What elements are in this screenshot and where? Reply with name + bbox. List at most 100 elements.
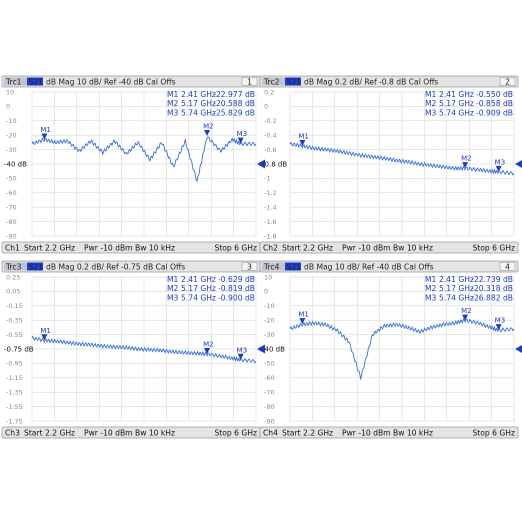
if-bandwidth: Bw 10 kHz [393, 429, 433, 438]
y-tick-label: -50 [6, 175, 17, 183]
trace-badge[interactable] [4, 262, 30, 271]
sparam-badge-label: S21 [29, 262, 44, 271]
marker-triangle[interactable] [462, 162, 469, 169]
ref-level-arrow[interactable] [515, 160, 522, 169]
y-tick-label: -0.6 [264, 146, 277, 154]
marker-readout-value: -26.882 dB [471, 293, 513, 302]
marker-readout-name: M1 [167, 275, 179, 284]
y-tick-label: 0 [264, 288, 268, 296]
marker-triangle[interactable] [495, 324, 502, 331]
marker-triangle[interactable] [204, 130, 211, 137]
y-tick-label: -20 [6, 132, 17, 140]
trace-badge[interactable] [4, 77, 30, 86]
y-tick-label: 10 [6, 88, 14, 96]
marker-triangle[interactable] [41, 334, 48, 341]
marker-triangle[interactable] [462, 314, 469, 321]
y-tick-label: -70 [6, 204, 17, 212]
trace-panel-2[interactable]: Trc2 S21 dB Mag 0.2 dB/ Ref -0.8 dB Cal Of… [259, 75, 522, 254]
marker-readout-value: -22.977 dB [213, 90, 255, 99]
channel-badge: Ch4 [263, 429, 278, 438]
if-bandwidth: Bw 10 kHz [135, 244, 175, 253]
y-tick-label: -20 [264, 317, 275, 325]
marker-readout-name: M3 [167, 293, 179, 302]
marker-triangle[interactable] [299, 140, 306, 146]
trace-panel-4[interactable]: Trc4 S21 dB Mag 10 dB/ Ref -40 dB Cal Offs… [259, 260, 522, 439]
trace-badge[interactable] [262, 77, 288, 86]
y-tick-label: 0.2 [264, 88, 274, 96]
marker-triangle[interactable] [237, 137, 244, 144]
channel-footer [259, 426, 519, 439]
marker-readout-value: -20.588 dB [213, 99, 255, 108]
window-number-box[interactable] [241, 262, 258, 271]
trace-badge[interactable] [262, 262, 288, 271]
source-power: Pwr -10 dBm [84, 244, 133, 253]
marker-readout-name: M3 [425, 293, 437, 302]
marker-readout-value: -25.829 dB [213, 108, 255, 117]
window-number: 3 [247, 262, 252, 271]
sparam-badge[interactable] [285, 77, 301, 86]
ref-level-arrow[interactable] [515, 345, 522, 354]
y-tick-label: -0.55 [6, 331, 23, 339]
ref-level-arrow[interactable] [257, 344, 265, 354]
trace-line [289, 317, 515, 380]
channel-badge: Ch2 [263, 244, 278, 253]
y-tick-label: 10 [264, 273, 272, 281]
marker-readout-freq: 2.41 GHz [439, 90, 474, 99]
trace-line [289, 141, 515, 176]
y-tick-label: -1.4 [264, 204, 277, 212]
trace-format-label: dB Mag 0.2 dB/ Ref -0.75 dB Cal Offs [46, 262, 185, 271]
window-number-box[interactable] [241, 77, 258, 86]
marker-label: M3 [495, 317, 506, 325]
window-number-box[interactable] [499, 262, 516, 271]
source-power: Pwr -10 dBm [342, 244, 391, 253]
y-tick-label: -1.75 [6, 417, 23, 425]
marker-triangle[interactable] [299, 318, 306, 325]
trace-line [31, 335, 257, 364]
trace-panel-2-svg: Trc2 S21 dB Mag 0.2 dB/ Ref -0.8 dB Cal Of… [259, 75, 522, 254]
marker-label: M1 [298, 133, 309, 141]
marker-label: M1 [298, 311, 309, 319]
start-frequency: Start 2.2 GHz [24, 429, 75, 438]
marker-triangle[interactable] [204, 347, 211, 354]
trace-panel-3[interactable]: Trc3 S21 dB Mag 0.2 dB/ Ref -0.75 dB Cal O… [1, 260, 265, 439]
marker-readout-name: M2 [167, 284, 179, 293]
sparam-badge[interactable] [285, 262, 301, 271]
ref-level-label: -40 dB [4, 161, 27, 169]
marker-label: M1 [40, 126, 51, 134]
marker-label: M2 [461, 307, 472, 315]
marker-readout-value: -0.550 dB [476, 90, 513, 99]
trace-format-label: dB Mag 0.2 dB/ Ref -0.8 dB Cal Offs [304, 77, 438, 86]
y-tick-label: -0.95 [6, 360, 23, 368]
y-tick-label: -10 [264, 302, 275, 310]
sparam-badge[interactable] [27, 262, 43, 271]
y-tick-label: -0.2 [264, 117, 277, 125]
stop-frequency: Stop 6 GHz [214, 244, 257, 253]
marker-readout-value: -0.629 dB [218, 275, 255, 284]
marker-readout-freq: 5.74 GHz [439, 293, 474, 302]
y-tick-label: 0.05 [6, 288, 20, 296]
trace-panel-4-svg: Trc4 S21 dB Mag 10 dB/ Ref -40 dB Cal Offs… [259, 260, 522, 439]
ref-level-arrow[interactable] [257, 159, 265, 169]
y-tick-label: -80 [6, 218, 17, 226]
y-tick-label: -1.6 [264, 218, 277, 226]
trace-panel-1[interactable]: Trc1 S21 dB Mag 10 dB/ Ref -40 dB Cal Offs… [1, 75, 265, 254]
window-number: 1 [247, 77, 252, 86]
marker-label: M3 [237, 130, 248, 138]
marker-label: M1 [40, 327, 51, 335]
marker-triangle[interactable] [41, 133, 48, 140]
trace-panel-1-svg: Trc1 S21 dB Mag 10 dB/ Ref -40 dB Cal Offs… [1, 75, 265, 254]
y-tick-label: -1.2 [264, 189, 277, 197]
trace-format-label: dB Mag 10 dB/ Ref -40 dB Cal Offs [304, 262, 434, 271]
trace-badge-label: Trc1 [5, 77, 22, 86]
window-number-box[interactable] [499, 77, 516, 86]
start-frequency: Start 2.2 GHz [282, 244, 333, 253]
marker-triangle[interactable] [237, 353, 244, 360]
trace-badge-label: Trc2 [263, 77, 280, 86]
marker-triangle[interactable] [495, 165, 502, 172]
marker-readout-value: -0.900 dB [218, 293, 255, 302]
window-number: 4 [505, 262, 510, 271]
marker-label: M2 [203, 340, 214, 348]
trace-format-label: dB Mag 10 dB/ Ref -40 dB Cal Offs [46, 77, 176, 86]
y-tick-label: 0.25 [6, 273, 20, 281]
sparam-badge[interactable] [27, 77, 43, 86]
